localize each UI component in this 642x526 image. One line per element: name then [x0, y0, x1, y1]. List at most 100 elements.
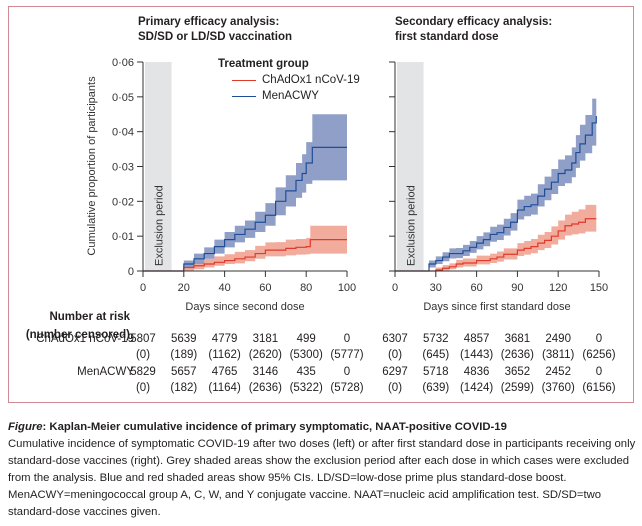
right-menacwy-ci-band — [395, 88, 597, 271]
number-censored-cell: (6256) — [582, 349, 616, 361]
number-at-risk-cell: 4836 — [463, 366, 490, 378]
legend-item-chadox: ChAdOx1 nCoV-19 — [218, 72, 360, 88]
number-at-risk-cell: 3181 — [252, 333, 279, 345]
legend-label-menacwy: MenACWY — [262, 90, 319, 102]
right-x-tick-label: 30 — [430, 282, 442, 294]
risk-row-label: ChAdOx1 nCoV-19 — [0, 333, 134, 349]
number-censored-cell: (2599) — [500, 382, 535, 394]
right-title-line2: first standard dose — [395, 31, 499, 43]
risk-heading-line2: (number censored) — [25, 329, 130, 341]
number-at-risk-cell: 0 — [595, 366, 603, 378]
left-x-axis-label: Days since second dose — [185, 301, 304, 313]
number-at-risk-cell: 2452 — [545, 366, 571, 378]
number-censored-cell: (1162) — [208, 349, 241, 361]
number-at-risk-cell: 6297 — [382, 366, 408, 378]
number-at-risk-cell: 2490 — [545, 333, 571, 345]
number-censored-cell: (3760) — [541, 382, 575, 394]
left-x-tick-label: 0 — [140, 282, 146, 294]
legend-swatch-chadox — [232, 79, 256, 81]
figure-caption: Figure: Kaplan-Meier cumulative incidenc… — [8, 419, 638, 521]
number-censored-cell: (189) — [170, 349, 198, 361]
number-at-risk-cell: 6307 — [382, 333, 408, 345]
risk-group-name: ChAdOx1 nCoV-19 — [36, 333, 134, 345]
left-exclusion-band — [145, 62, 172, 271]
number-censored-cell: (1443) — [459, 349, 494, 361]
left-title-line1: Primary efficacy analysis: — [138, 16, 280, 28]
number-censored-cell: (0) — [387, 382, 403, 394]
right-x-axis-label: Days since first standard dose — [423, 301, 570, 313]
number-censored-cell: (6156) — [582, 382, 616, 394]
number-censored-cell: (182) — [170, 382, 198, 394]
left-menacwy-ci-band — [143, 114, 347, 271]
right-chadox-line — [395, 218, 597, 272]
left-x-tick-label: 40 — [218, 282, 230, 294]
number-censored-cell: (5728) — [330, 382, 364, 394]
risk-group-name: MenACWY — [77, 366, 134, 378]
number-censored-cell: (0) — [135, 349, 151, 361]
right-chadox-ci-band — [395, 204, 597, 271]
number-at-risk-cell: 5657 — [171, 366, 197, 378]
right-plot: Exclusion period 0 30 60 90 120 150 — [389, 61, 608, 294]
number-censored-cell: (645) — [422, 349, 450, 361]
left-chadox-ci-band — [143, 225, 347, 271]
number-at-risk-cell: 5829 — [130, 366, 156, 378]
caption-label: Figure — [8, 421, 43, 433]
number-at-risk-cell: 4857 — [463, 333, 490, 345]
number-at-risk-cell: 0 — [595, 333, 603, 345]
legend: Treatment group ChAdOx1 nCoV-19 MenACWY — [218, 56, 360, 104]
left-panel-title: Primary efficacy analysis: SD/SD or LD/S… — [138, 15, 292, 45]
left-menacwy-line — [143, 146, 347, 272]
right-x-tick-label: 60 — [470, 282, 482, 294]
risk-row-label: MenACWY — [0, 366, 134, 382]
right-exclusion-band — [397, 62, 424, 271]
right-x-tick-label: 150 — [590, 282, 608, 294]
number-at-risk-cell: 5732 — [423, 333, 449, 345]
number-censored-cell: (1164) — [208, 382, 241, 394]
legend-item-menacwy: MenACWY — [218, 88, 360, 104]
left-title-line2: SD/SD or LD/SD vaccination — [138, 31, 293, 43]
risk-heading-line1: Number at risk — [49, 311, 130, 323]
left-chadox-line — [143, 239, 347, 272]
y-tick-label: 0·02 — [112, 196, 134, 208]
y-tick-label: 0 — [128, 266, 134, 278]
number-censored-cell: (5300) — [289, 349, 323, 361]
number-at-risk-cell: 0 — [343, 333, 351, 345]
number-censored-cell: (0) — [135, 382, 151, 394]
y-tick-label: 0·03 — [112, 162, 134, 174]
left-x-tick-label: 20 — [178, 282, 190, 294]
right-menacwy-line — [395, 115, 597, 272]
number-censored-cell: (1424) — [459, 382, 494, 394]
figure-frame — [8, 6, 634, 403]
number-at-risk-cell: 0 — [343, 366, 351, 378]
number-at-risk-cell: 435 — [296, 366, 316, 378]
left-x-tick-label: 80 — [300, 282, 312, 294]
y-tick-label: 0·06 — [112, 57, 134, 69]
number-censored-cell: (2636) — [500, 349, 535, 361]
left-plot: Exclusion period 0 0·01 0·02 0·03 0·04 0·05 0·0… — [112, 57, 356, 294]
caption-title: Figure: Kaplan-Meier cumulative incidenc… — [8, 419, 638, 436]
number-censored-cell: (2620) — [248, 349, 283, 361]
right-title-line1: Secondary efficacy analysis: — [395, 16, 553, 28]
right-x-tick-label: 120 — [549, 282, 567, 294]
number-at-risk-cell: 4779 — [211, 333, 238, 345]
left-exclusion-label: Exclusion period — [153, 185, 165, 266]
number-at-risk-cell: 5807 — [130, 333, 156, 345]
caption-title-text: : Kaplan-Meier cumulative incidence of p… — [42, 421, 507, 433]
number-censored-cell: (639) — [422, 382, 450, 394]
number-censored-cell: (3811) — [541, 349, 575, 361]
number-at-risk-cell: 3652 — [504, 366, 531, 378]
number-at-risk-cell: 4765 — [211, 366, 238, 378]
left-x-tick-label: 60 — [259, 282, 271, 294]
y-tick-label: 0·04 — [112, 127, 134, 139]
y-axis-label: Cumulative proportion of participants — [86, 76, 98, 256]
left-x-tick-label: 100 — [338, 282, 356, 294]
number-at-risk-cell: 3681 — [504, 333, 531, 345]
number-at-risk-cell: 5639 — [171, 333, 197, 345]
number-censored-cell: (2636) — [248, 382, 283, 394]
risk-table-heading: Number at risk (number censored) — [20, 308, 130, 344]
y-tick-label: 0·05 — [112, 92, 134, 104]
number-at-risk-cell: 499 — [296, 333, 316, 345]
legend-title: Treatment group — [218, 58, 309, 70]
right-panel-title: Secondary efficacy analysis: first stand… — [395, 15, 552, 45]
